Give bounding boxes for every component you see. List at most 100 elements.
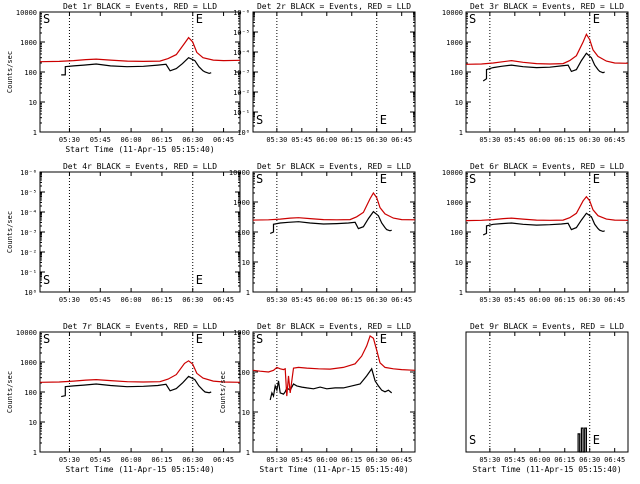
x-tick-label: 05:45 bbox=[504, 136, 525, 144]
y-tick-label: 10⁻³ bbox=[20, 229, 37, 237]
y-tick-label: 10000 bbox=[442, 9, 463, 17]
marker-e: E bbox=[380, 332, 387, 346]
x-tick-label: 05:45 bbox=[291, 456, 312, 464]
y-tick-label: 10⁻² bbox=[20, 249, 37, 257]
y-tick-label: 10⁻⁶ bbox=[233, 9, 250, 17]
x-tick-label: 06:30 bbox=[579, 136, 600, 144]
y-tick-label: 1 bbox=[459, 129, 463, 137]
y-tick-label: 1000 bbox=[20, 359, 37, 367]
panel-title: Det 3r BLACK = Events, RED = LLD bbox=[470, 2, 624, 11]
y-tick-label: 1 bbox=[459, 289, 463, 297]
x-tick-label: 06:15 bbox=[341, 456, 362, 464]
x-tick-label: 06:00 bbox=[121, 456, 142, 464]
x-tick-label: 05:45 bbox=[90, 296, 111, 304]
y-tick-label: 100 bbox=[450, 69, 463, 77]
panel-det-7: Det 7r BLACK = Events, RED = LLD 05:30 05:… bbox=[6, 322, 241, 474]
x-tick-label: 06:30 bbox=[182, 136, 203, 144]
panel-det-4: Det 4r BLACK = Events, RED = LLD 05:30 05:… bbox=[6, 162, 241, 304]
y-tick-label: 10⁻⁵ bbox=[233, 29, 250, 37]
y-tick-label: 10⁰ bbox=[237, 129, 250, 137]
x-tick-label: 05:30 bbox=[479, 296, 500, 304]
y-tick-label: 1000 bbox=[233, 199, 250, 207]
plot-frame bbox=[252, 331, 416, 453]
marker-e: E bbox=[593, 12, 600, 26]
x-axis-label: Start Time (11-Apr-15 05:15:40) bbox=[65, 465, 214, 474]
x-tick-label: 05:45 bbox=[90, 136, 111, 144]
x-tick-label: 05:45 bbox=[504, 296, 525, 304]
marker-e: E bbox=[196, 273, 203, 287]
marker-s: S bbox=[256, 113, 263, 127]
x-tick-label: 05:30 bbox=[266, 456, 287, 464]
y-tick-label: 100 bbox=[237, 369, 250, 377]
marker-s: S bbox=[43, 273, 50, 287]
y-tick-label: 1000 bbox=[446, 199, 463, 207]
panel-det-1: Det 1r BLACK = Events, RED = LLD 05:30 05:… bbox=[6, 2, 241, 154]
y-tick-label: 1000 bbox=[233, 329, 250, 337]
x-tick-label: 06:00 bbox=[316, 456, 337, 464]
x-tick-label: 06:45 bbox=[391, 136, 412, 144]
x-tick-label: 05:30 bbox=[59, 456, 80, 464]
x-tick-label: 05:30 bbox=[479, 136, 500, 144]
x-tick-label: 06:15 bbox=[341, 136, 362, 144]
x-tick-label: 06:45 bbox=[213, 296, 234, 304]
y-tick-label: 100 bbox=[450, 229, 463, 237]
y-tick-label: 10⁻² bbox=[233, 89, 250, 97]
events-series-line bbox=[269, 367, 393, 401]
x-tick-label: 05:45 bbox=[90, 456, 111, 464]
x-tick-label: 05:30 bbox=[59, 136, 80, 144]
x-tick-label: 06:30 bbox=[182, 296, 203, 304]
x-tick-label: 05:30 bbox=[59, 296, 80, 304]
panel-det-3: Det 3r BLACK = Events, RED = LLD 05:30 05:… bbox=[442, 2, 629, 144]
marker-s: S bbox=[469, 433, 476, 447]
panel-det-8: Det 8r BLACK = Events, RED = LLD 05:30 05:… bbox=[219, 322, 416, 474]
y-tick-label: 10⁻⁶ bbox=[20, 169, 37, 177]
y-tick-label: 10000 bbox=[229, 169, 250, 177]
panel-title: Det 7r BLACK = Events, RED = LLD bbox=[63, 322, 217, 331]
x-tick-label: 06:15 bbox=[554, 136, 575, 144]
x-tick-label: 06:30 bbox=[579, 296, 600, 304]
x-tick-label: 06:45 bbox=[213, 456, 234, 464]
lld-series-line bbox=[39, 360, 241, 383]
events-series-line bbox=[269, 210, 392, 234]
lld-series-line bbox=[252, 191, 416, 221]
x-tick-label: 06:00 bbox=[316, 136, 337, 144]
y-tick-label: 1000 bbox=[446, 39, 463, 47]
x-tick-label: 06:00 bbox=[529, 136, 550, 144]
y-tick-label: 10⁻¹ bbox=[20, 269, 37, 277]
y-tick-label: 10⁻⁴ bbox=[233, 49, 250, 57]
lld-series-line bbox=[39, 36, 241, 63]
lld-series-line bbox=[465, 33, 629, 65]
panel-det-5: Det 5r BLACK = Events, RED = LLD 05:30 05:… bbox=[229, 162, 416, 304]
x-tick-label: 06:15 bbox=[554, 456, 575, 464]
marker-e: E bbox=[380, 113, 387, 127]
y-axis-label: Counts/sec bbox=[219, 371, 227, 413]
y-tick-label: 10 bbox=[242, 409, 250, 417]
y-tick-label: 10⁻⁵ bbox=[20, 189, 37, 197]
x-tick-label: 06:15 bbox=[151, 296, 172, 304]
y-tick-label: 10000 bbox=[442, 169, 463, 177]
marker-e: E bbox=[196, 332, 203, 346]
events-series-line bbox=[482, 52, 605, 82]
x-axis-label: Start Time (11-Apr-15 05:15:40) bbox=[259, 465, 408, 474]
y-tick-label: 100 bbox=[237, 229, 250, 237]
marker-s: S bbox=[256, 332, 263, 346]
y-tick-label: 10⁰ bbox=[24, 289, 37, 297]
x-tick-label: 06:45 bbox=[391, 456, 412, 464]
y-tick-label: 1 bbox=[33, 449, 37, 457]
y-tick-label: 1 bbox=[246, 289, 250, 297]
x-axis-label: Start Time (11-Apr-15 05:15:40) bbox=[472, 465, 621, 474]
x-tick-label: 05:45 bbox=[291, 296, 312, 304]
x-tick-label: 06:15 bbox=[151, 136, 172, 144]
x-tick-label: 06:45 bbox=[213, 136, 234, 144]
x-tick-label: 05:45 bbox=[291, 136, 312, 144]
x-tick-label: 06:00 bbox=[529, 296, 550, 304]
x-tick-label: 06:00 bbox=[121, 136, 142, 144]
y-axis-label: Counts/sec bbox=[6, 211, 14, 253]
x-tick-label: 06:00 bbox=[316, 296, 337, 304]
panel-title: Det 8r BLACK = Events, RED = LLD bbox=[257, 322, 411, 331]
y-tick-label: 10⁻³ bbox=[233, 69, 250, 77]
x-tick-label: 06:30 bbox=[579, 456, 600, 464]
lld-series-line bbox=[465, 195, 629, 222]
y-tick-label: 10 bbox=[455, 99, 463, 107]
